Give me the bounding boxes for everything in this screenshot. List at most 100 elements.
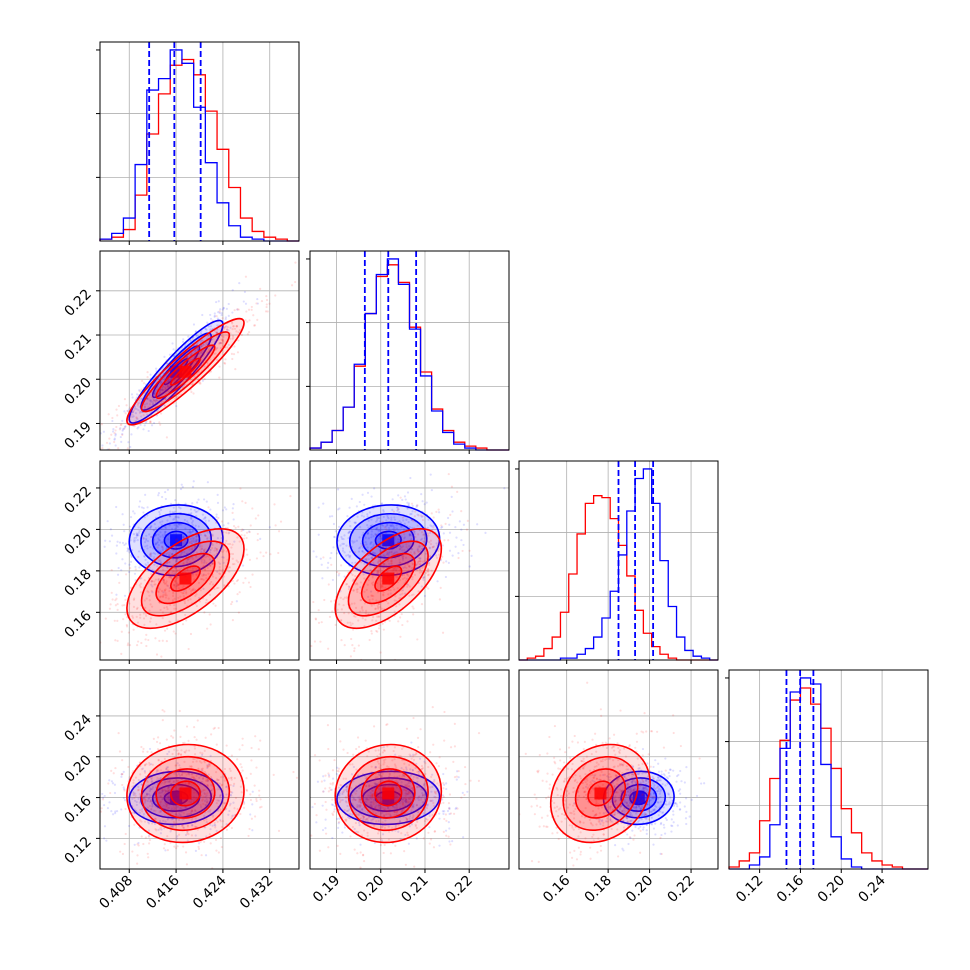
scatter-point	[156, 776, 159, 780]
scatter-point	[274, 294, 277, 297]
scatter-point	[370, 801, 373, 804]
scatter-point	[143, 797, 146, 800]
scatter-point	[190, 547, 193, 550]
scatter-point	[153, 563, 156, 566]
scatter-point	[206, 342, 210, 346]
scatter-point	[121, 428, 125, 431]
scatter-point	[468, 549, 471, 552]
scatter-point	[220, 333, 223, 336]
scatter-point	[374, 607, 378, 610]
scatter-point	[206, 536, 209, 539]
scatter-point	[350, 497, 353, 500]
scatter-point	[437, 549, 440, 553]
scatter-point	[405, 798, 408, 802]
scatter-point	[342, 542, 346, 545]
scatter-point	[370, 604, 373, 607]
scatter-point	[156, 565, 159, 568]
scatter-point	[231, 507, 234, 510]
scatter-point	[359, 866, 362, 869]
scatter-point	[153, 391, 156, 395]
scatter-point	[217, 806, 221, 809]
scatter-point	[194, 785, 197, 788]
scatter-point	[148, 599, 151, 602]
scatter-point	[189, 537, 192, 540]
scatter-point	[248, 827, 251, 831]
scatter-point	[199, 354, 202, 358]
scatter-point	[138, 500, 142, 503]
scatter-point	[389, 589, 392, 592]
scatter-point	[163, 757, 166, 760]
scatter-point	[196, 342, 199, 346]
scatter-point	[206, 765, 209, 768]
contour-line	[140, 331, 231, 413]
scatter-point	[185, 773, 188, 776]
scatter-point	[412, 716, 415, 720]
scatter-point	[194, 349, 197, 353]
scatter-point	[185, 590, 188, 594]
histogram-panel-2	[515, 460, 719, 661]
scatter-point	[125, 404, 128, 407]
scatter-point	[367, 785, 371, 788]
scatter-point	[368, 511, 371, 514]
scatter-point	[134, 421, 137, 424]
scatter-point	[176, 554, 179, 557]
scatter-point	[164, 789, 167, 792]
scatter-point	[358, 547, 361, 550]
scatter-point	[233, 777, 236, 780]
scatter-point	[191, 823, 194, 827]
scatter-point	[204, 854, 208, 857]
scatter-point	[204, 534, 208, 538]
contour-line	[155, 552, 216, 605]
contour-line	[128, 504, 224, 577]
scatter-point	[197, 352, 200, 355]
scatter-point	[387, 554, 390, 557]
scatter-point	[113, 438, 116, 441]
scatter-point	[172, 558, 175, 561]
scatter-point	[124, 807, 127, 811]
scatter-point	[192, 539, 195, 542]
scatter-point	[145, 633, 148, 636]
scatter-point	[190, 765, 193, 768]
scatter-point	[410, 548, 413, 551]
scatter-point	[420, 566, 424, 569]
scatter-point	[190, 811, 193, 814]
scatter-point	[418, 545, 421, 548]
scatter-point	[178, 568, 181, 571]
scatter-point	[198, 543, 202, 546]
scatter-point	[358, 804, 361, 807]
scatter-point	[353, 649, 356, 653]
scatter-point	[148, 609, 151, 612]
scatter-point	[199, 363, 202, 367]
scatter-point	[127, 441, 130, 444]
scatter-point	[354, 821, 357, 825]
scatter-point	[100, 423, 103, 426]
scatter-point	[337, 488, 340, 491]
scatter-point	[210, 733, 213, 736]
scatter-point	[138, 505, 141, 508]
scatter-point	[182, 536, 185, 539]
scatter-point	[200, 344, 203, 348]
scatter-point	[205, 598, 208, 602]
scatter-point	[331, 803, 335, 807]
scatter-point	[350, 602, 354, 605]
scatter-point	[156, 748, 160, 751]
scatter-point	[179, 553, 182, 556]
scatter-point	[365, 559, 368, 563]
scatter-point	[222, 326, 225, 329]
scatter-point	[411, 547, 414, 551]
scatter-point	[443, 710, 446, 714]
scatter-point	[200, 769, 203, 772]
scatter-point	[213, 315, 216, 318]
scatter-point	[304, 596, 306, 598]
scatter-point	[466, 519, 469, 522]
scatter-point	[206, 785, 209, 788]
scatter-point	[231, 357, 234, 361]
scatter-point	[201, 767, 204, 770]
scatter-point	[212, 727, 215, 730]
scatter-point	[148, 394, 151, 397]
scatter-point	[183, 801, 186, 804]
scatter-point	[398, 569, 401, 572]
scatter-point	[388, 619, 391, 622]
scatter-point	[149, 603, 152, 606]
scatter-point	[137, 408, 140, 412]
